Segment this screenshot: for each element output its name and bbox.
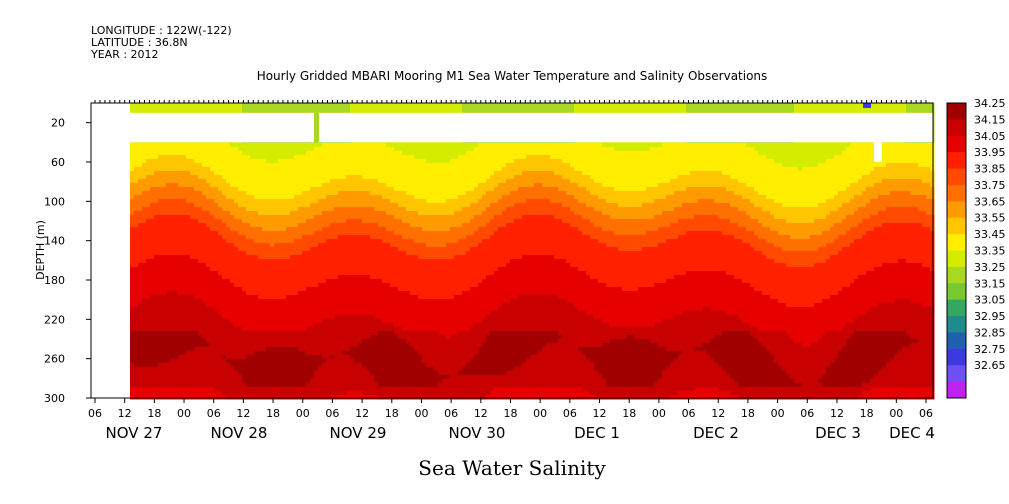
y-tick-label: 100 — [44, 195, 65, 208]
colorbar-swatch — [947, 332, 966, 350]
x-hour-label: 00 — [177, 407, 191, 420]
x-hour-label: 12 — [711, 407, 725, 420]
colorbar-label: 33.55 — [974, 212, 1006, 225]
variable-label: Sea Water Salinity — [418, 456, 606, 480]
colorbar-label: 33.95 — [974, 146, 1006, 159]
plot-frame — [90, 102, 934, 399]
data-patch — [314, 112, 319, 143]
x-hour-label: 12 — [593, 407, 607, 420]
colorbar-label: 33.65 — [974, 195, 1006, 208]
colorbar-frame — [946, 102, 967, 399]
low-salinity-blip — [863, 103, 871, 108]
x-hour-label: 06 — [207, 407, 221, 420]
colorbar-swatch — [947, 348, 966, 366]
x-hour-label: 00 — [652, 407, 666, 420]
missing-data-gap — [874, 142, 882, 162]
year-label: YEAR : 2012 — [91, 48, 159, 61]
y-tick-label: 20 — [51, 117, 65, 130]
x-hour-label: 06 — [563, 407, 577, 420]
y-tick-label: 140 — [44, 235, 65, 248]
colorbar-label: 33.25 — [974, 261, 1006, 274]
y-tick-label: 180 — [44, 274, 65, 287]
x-hour-label: 12 — [355, 407, 369, 420]
latitude-label: LATITUDE : 36.8N — [91, 36, 188, 49]
colorbar-swatch — [947, 266, 966, 284]
x-hour-label: 06 — [800, 407, 814, 420]
x-hour-label: 12 — [474, 407, 488, 420]
colorbar-label: 33.05 — [974, 294, 1006, 307]
colorbar-swatch — [947, 168, 966, 186]
colorbar-label: 33.75 — [974, 179, 1006, 192]
colorbar-swatch — [947, 299, 966, 317]
colorbar-label: 34.15 — [974, 113, 1006, 126]
x-date-label: NOV 28 — [211, 424, 268, 442]
colorbar — [946, 102, 967, 399]
x-hour-label: 18 — [622, 407, 636, 420]
x-hour-label: 12 — [830, 407, 844, 420]
colorbar-label: 32.95 — [974, 310, 1006, 323]
top-minor-ticks — [94, 100, 927, 103]
x-hour-label: 00 — [771, 407, 785, 420]
x-hour-label: 06 — [444, 407, 458, 420]
colorbar-label: 32.65 — [974, 359, 1006, 372]
x-date-label: DEC 1 — [574, 424, 620, 442]
colorbar-label: 34.25 — [974, 97, 1006, 110]
colorbar-label: 34.05 — [974, 130, 1006, 143]
y-axis-label: DEPTH (m) — [34, 220, 47, 280]
colorbar-label: 32.75 — [974, 343, 1006, 356]
y-tick-label: 60 — [51, 156, 65, 169]
x-hour-label: 12 — [118, 407, 132, 420]
x-hour-label: 06 — [919, 407, 933, 420]
colorbar-label: 33.35 — [974, 245, 1006, 258]
x-hour-label: 06 — [682, 407, 696, 420]
chart-title: Hourly Gridded MBARI Mooring M1 Sea Wate… — [257, 69, 768, 83]
x-date-label: NOV 29 — [330, 424, 387, 442]
missing-data-band — [130, 112, 933, 143]
colorbar-swatch — [947, 217, 966, 235]
heatmap-field — [130, 103, 935, 400]
x-hour-label: 00 — [414, 407, 428, 420]
colorbar-swatch — [947, 381, 966, 399]
x-hour-label: 06 — [88, 407, 102, 420]
colorbar-swatch — [947, 250, 966, 268]
longitude-label: LONGITUDE : 122W(-122) — [91, 24, 232, 37]
colorbar-swatch — [947, 184, 966, 202]
x-hour-label: 06 — [325, 407, 339, 420]
colorbar-label: 33.45 — [974, 228, 1006, 241]
x-hour-label: 18 — [385, 407, 399, 420]
x-hour-label: 18 — [860, 407, 874, 420]
x-hour-label: 00 — [296, 407, 310, 420]
x-date-label: NOV 27 — [106, 424, 163, 442]
x-hour-label: 18 — [504, 407, 518, 420]
x-date-label: NOV 30 — [449, 424, 506, 442]
x-date-label: DEC 2 — [693, 424, 739, 442]
x-date-label: DEC 4 — [889, 424, 935, 442]
colorbar-swatch — [947, 103, 966, 120]
x-date-label: DEC 3 — [815, 424, 861, 442]
y-tick-label: 260 — [44, 353, 65, 366]
colorbar-swatch — [947, 135, 966, 153]
colorbar-swatch — [947, 316, 966, 333]
y-tick-label: 300 — [44, 392, 65, 405]
x-hour-label: 00 — [533, 407, 547, 420]
colorbar-swatch — [947, 283, 966, 301]
colorbar-swatch — [947, 119, 966, 137]
colorbar-swatch — [947, 234, 966, 251]
colorbar-swatch — [947, 152, 966, 170]
colorbar-label: 33.85 — [974, 163, 1006, 176]
colorbar-swatch — [947, 365, 966, 383]
x-hour-label: 00 — [889, 407, 903, 420]
y-tick-label: 220 — [44, 313, 65, 326]
colorbar-swatch — [947, 201, 966, 219]
x-hour-label: 18 — [147, 407, 161, 420]
x-hour-label: 12 — [236, 407, 250, 420]
x-hour-label: 18 — [266, 407, 280, 420]
colorbar-label: 33.15 — [974, 277, 1006, 290]
x-hour-label: 18 — [741, 407, 755, 420]
colorbar-label: 32.85 — [974, 326, 1006, 339]
